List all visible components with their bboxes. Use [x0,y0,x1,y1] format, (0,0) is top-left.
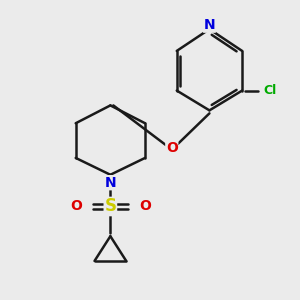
Text: Cl: Cl [263,84,277,97]
Text: O: O [166,141,178,155]
Text: S: S [104,197,116,215]
Text: O: O [139,200,151,214]
Text: N: N [204,18,215,32]
Text: N: N [105,176,116,190]
Text: O: O [70,200,82,214]
